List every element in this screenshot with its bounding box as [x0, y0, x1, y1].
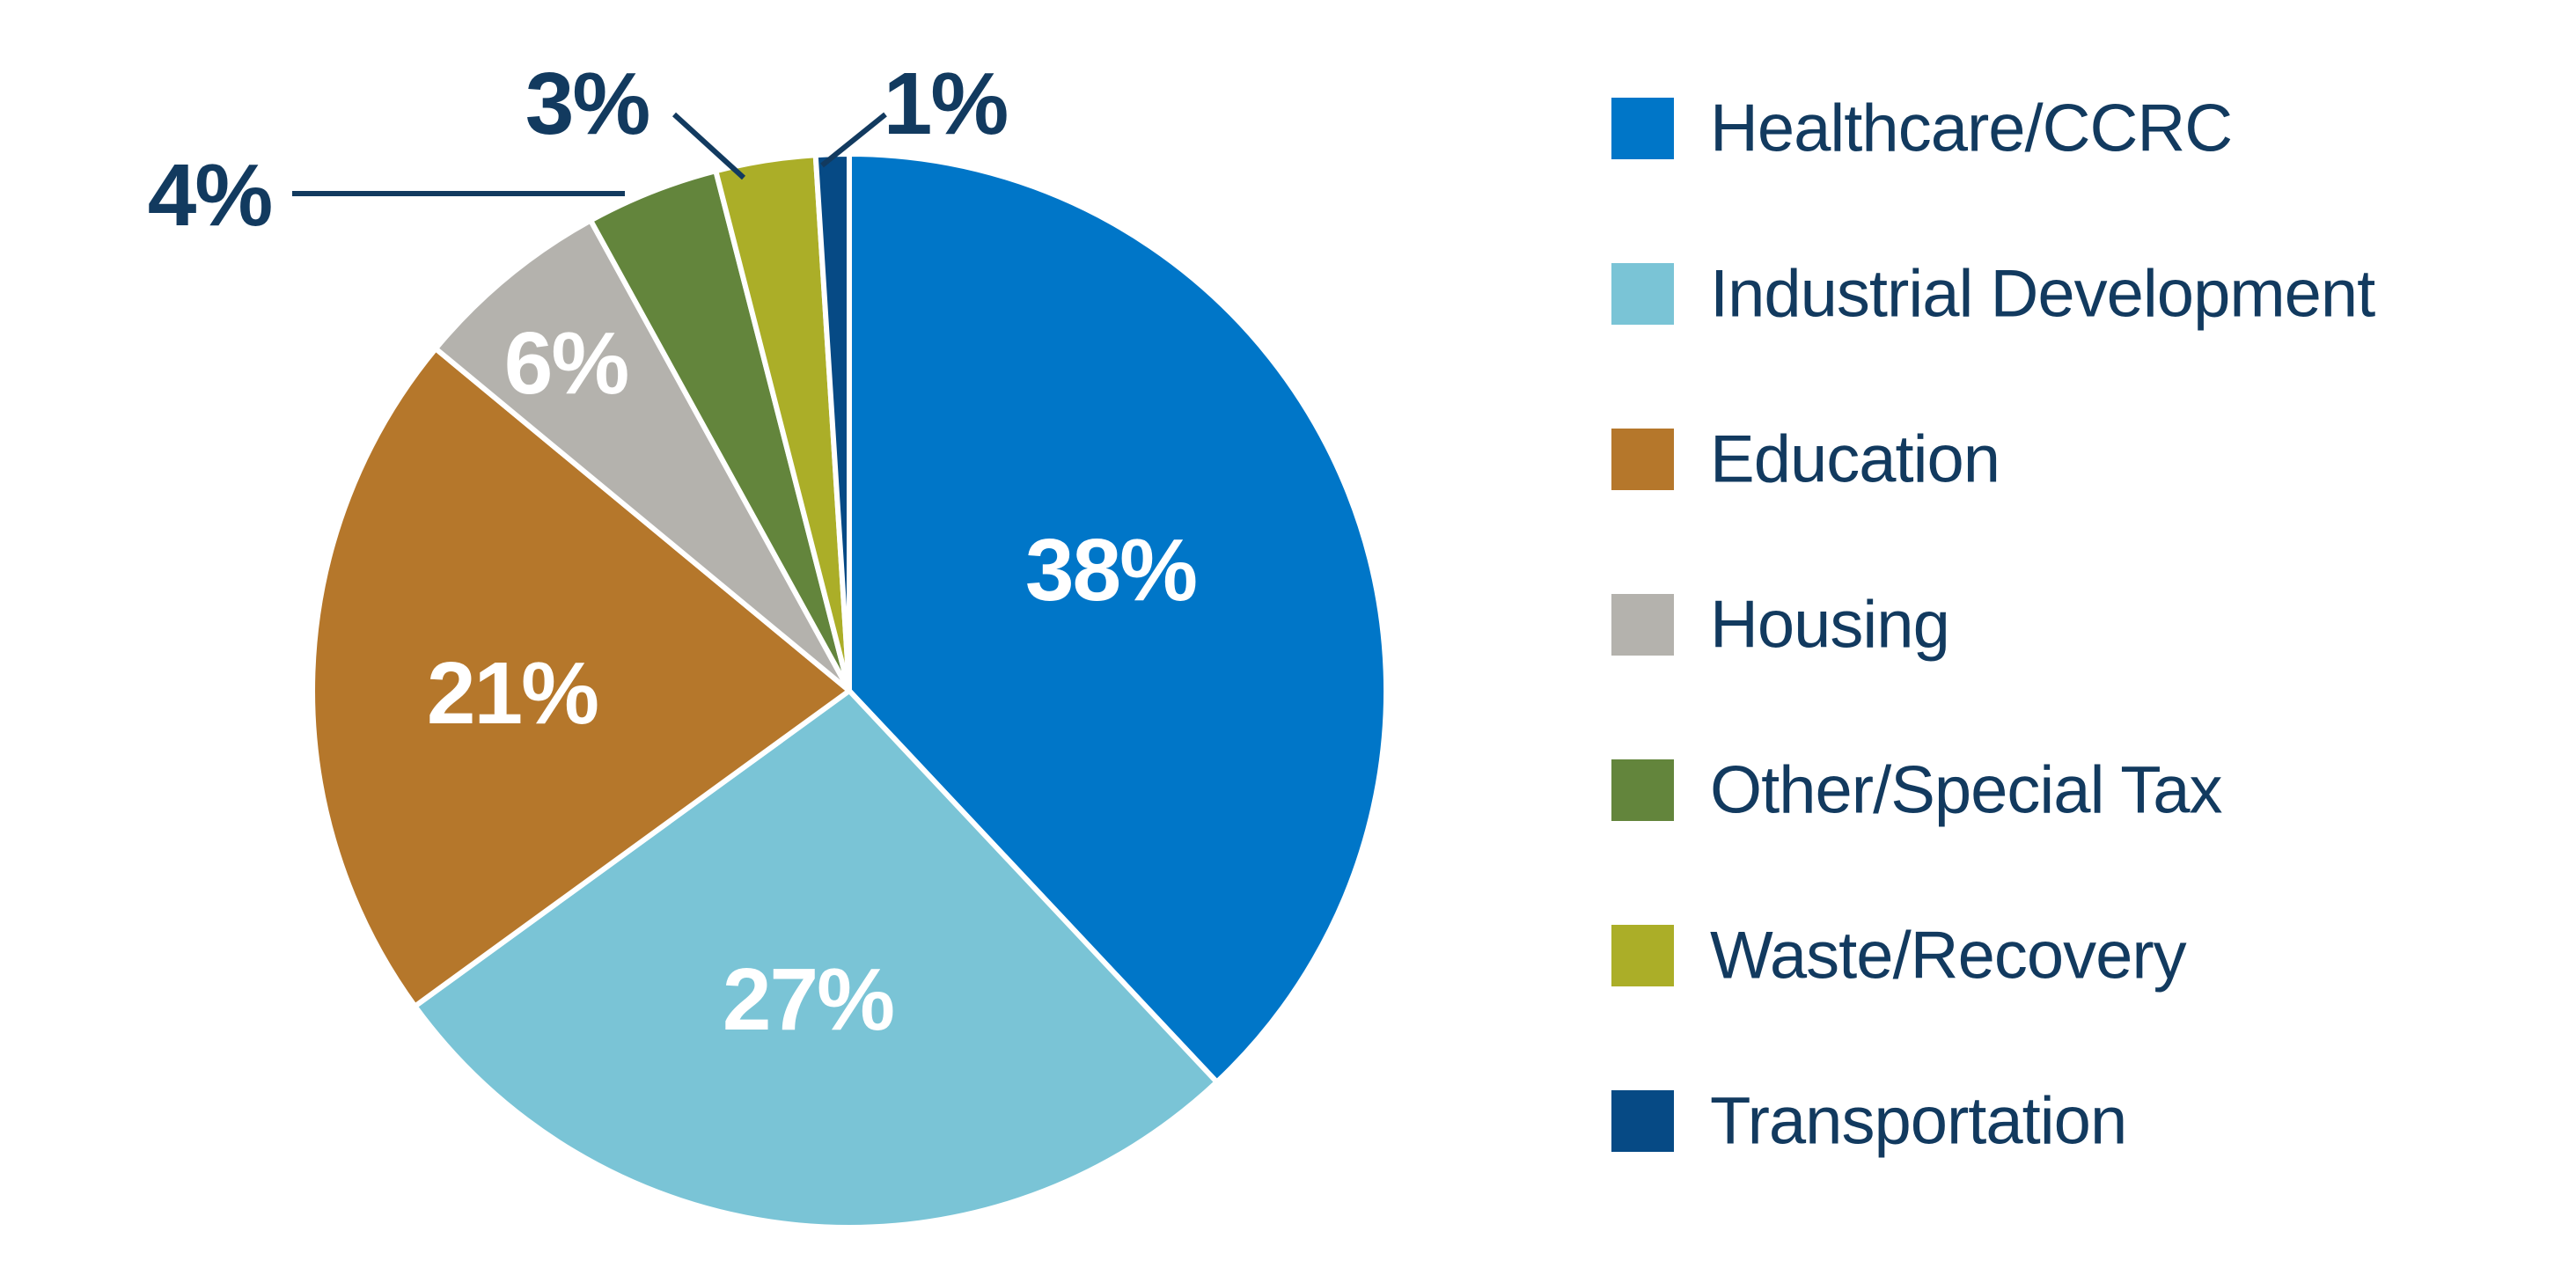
legend-item-education: Education	[1611, 422, 2000, 497]
pie-slice-industrial-development	[412, 688, 1220, 1230]
leader-line-waste-recovery	[672, 112, 746, 180]
legend-swatch-housing	[1611, 594, 1674, 656]
pct-label-waste-recovery: 3%	[525, 55, 650, 153]
pie-slice-healthcare-ccrc	[847, 151, 1390, 1085]
legend-label-other-special-tax: Other/Special Tax	[1710, 753, 2222, 828]
pct-label-industrial-development: 27%	[723, 950, 893, 1049]
legend-swatch-other-special-tax	[1611, 759, 1674, 821]
legend-swatch-healthcare-ccrc	[1611, 98, 1674, 159]
legend-item-other-special-tax: Other/Special Tax	[1611, 753, 2223, 828]
legend-label-industrial-development: Industrial Development	[1710, 257, 2375, 332]
pie-slices	[310, 150, 1390, 1230]
pct-label-education: 21%	[427, 644, 598, 743]
pct-label-housing: 6%	[504, 314, 628, 413]
legend: Healthcare/CCRC Industrial Development Edu…	[1611, 92, 2376, 1159]
leader-line-transportation	[820, 112, 887, 168]
legend-label-transportation: Transportation	[1710, 1084, 2126, 1159]
legend-swatch-waste-recovery	[1611, 925, 1674, 986]
pie-slice-education	[310, 346, 852, 1009]
legend-swatch-industrial-development	[1611, 263, 1674, 325]
pct-label-healthcare-ccrc: 38%	[1025, 521, 1196, 619]
legend-item-industrial-development: Industrial Development	[1611, 257, 2376, 332]
legend-item-waste-recovery: Waste/Recovery	[1611, 919, 2188, 993]
percentage-labels: 38% 27% 21% 6% 4% 3% 1%	[148, 55, 1198, 1049]
legend-label-education: Education	[1710, 422, 2000, 497]
pie-slice-housing	[433, 217, 852, 693]
legend-label-waste-recovery: Waste/Recovery	[1710, 919, 2187, 993]
legend-label-healthcare-ccrc: Healthcare/CCRC	[1710, 92, 2232, 166]
pct-label-other-special-tax: 4%	[148, 146, 272, 245]
pct-label-transportation: 1%	[884, 55, 1008, 153]
legend-item-transportation: Transportation	[1611, 1084, 2127, 1159]
legend-label-housing: Housing	[1710, 588, 1949, 663]
legend-item-healthcare-ccrc: Healthcare/CCRC	[1611, 92, 2233, 166]
legend-swatch-education	[1611, 429, 1674, 490]
leader-lines	[292, 112, 887, 196]
legend-swatch-transportation	[1611, 1090, 1674, 1152]
legend-item-housing: Housing	[1611, 588, 1950, 663]
